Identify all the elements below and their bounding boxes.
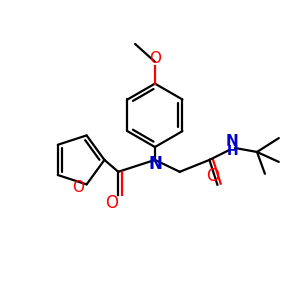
Text: O: O: [149, 51, 161, 66]
Text: H: H: [226, 144, 238, 158]
Text: O: O: [72, 180, 84, 195]
Text: N: N: [148, 155, 162, 173]
Text: O: O: [206, 167, 219, 185]
Text: O: O: [105, 194, 118, 211]
Text: N: N: [226, 134, 239, 148]
